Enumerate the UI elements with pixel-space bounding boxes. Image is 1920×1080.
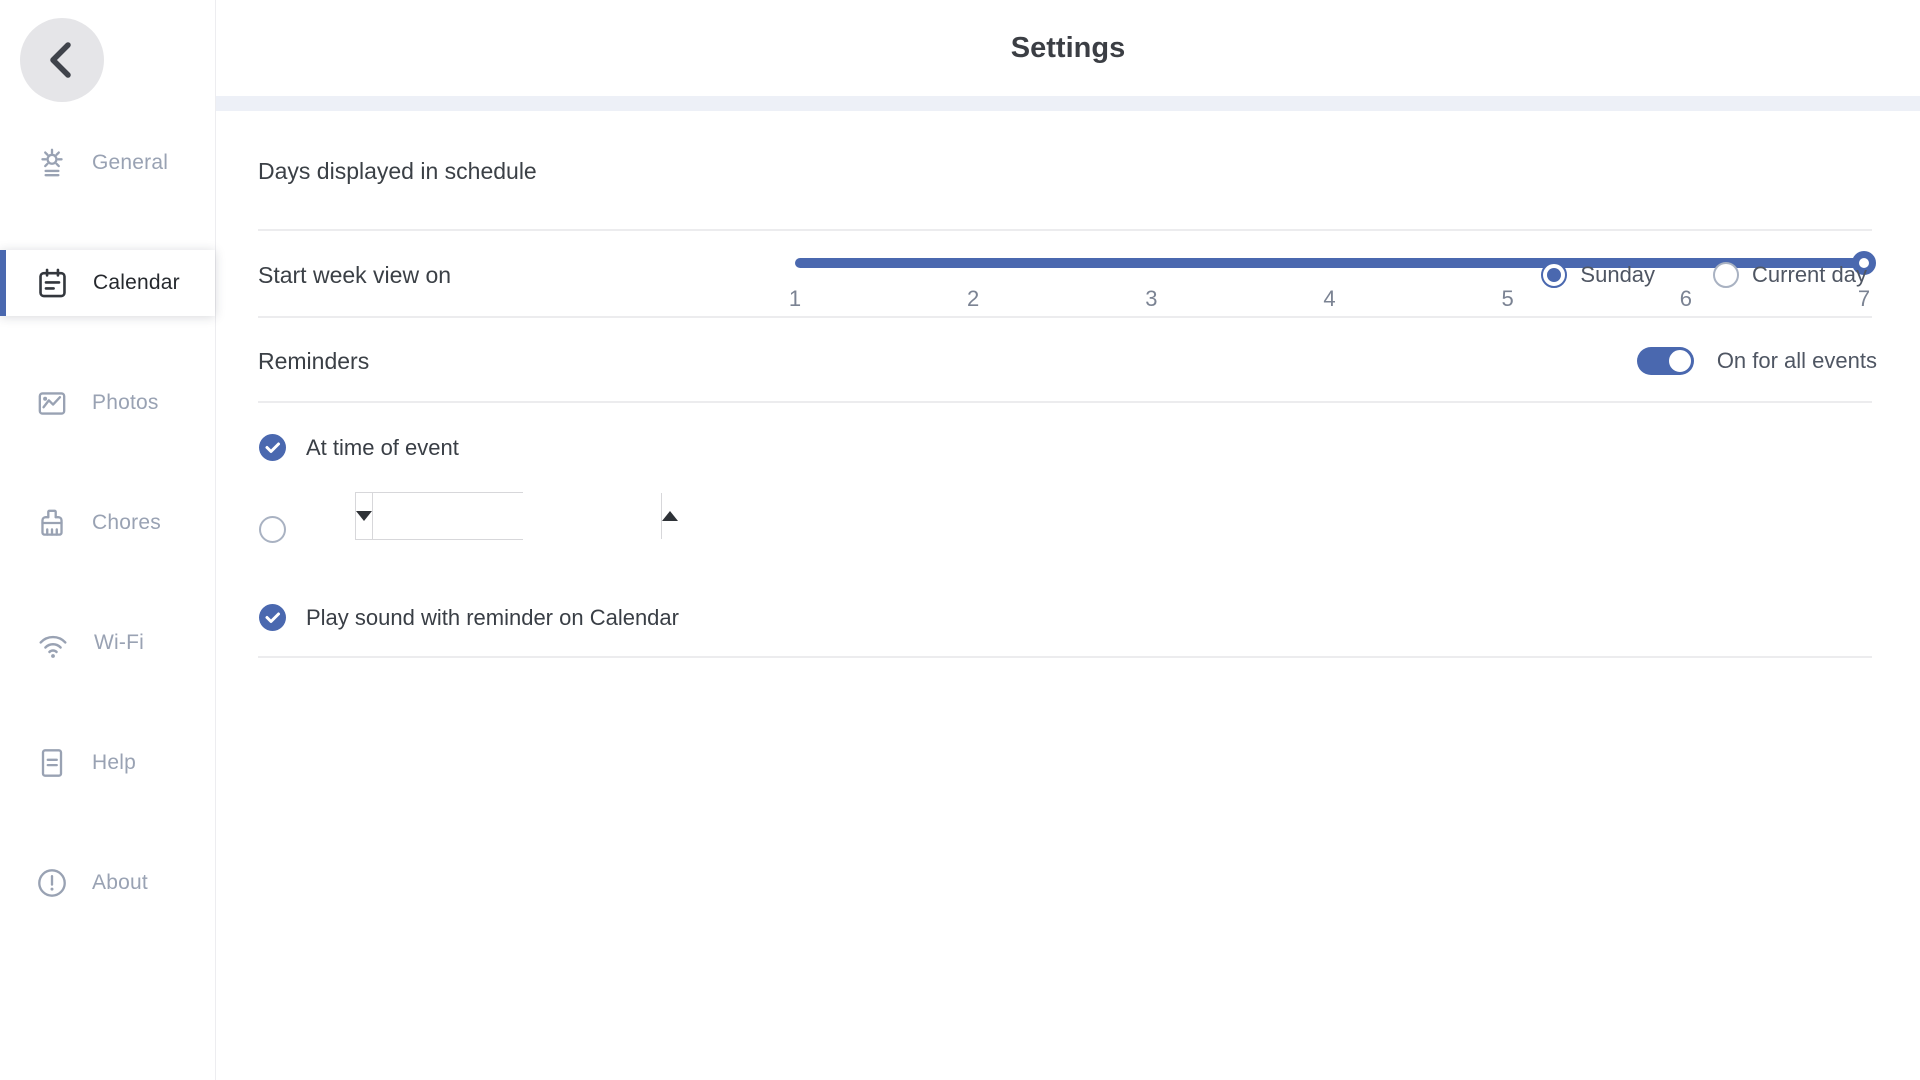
sidebar-item-label: General: [92, 151, 169, 174]
reminders-toggle-label: On for all events: [1716, 347, 1877, 373]
minutes-input[interactable]: [373, 493, 661, 539]
radio-current-day[interactable]: [1713, 261, 1740, 288]
toggle-knob: [1666, 347, 1693, 374]
sidebar-item-label: Photos: [92, 391, 159, 414]
sidebar-item-calendar[interactable]: Calendar: [0, 223, 215, 343]
slider-tick: 5: [1501, 286, 1514, 311]
option-minutes-before: minutes before: [259, 492, 678, 543]
sidebar-item-label: Chores: [92, 511, 161, 534]
sidebar-item-general[interactable]: General: [0, 103, 215, 223]
reminder-options-section: At time of event minutes before: [216, 403, 1920, 657]
days-displayed-label: Days displayed in schedule: [258, 158, 537, 184]
week-start-label: Start week view on: [258, 262, 452, 288]
reminders-row: Reminders On for all events: [216, 318, 1920, 403]
sidebar-item-wifi[interactable]: Wi-Fi: [0, 583, 215, 703]
days-slider[interactable]: 1 2 3 4 5 6 7: [789, 246, 1876, 336]
header-shadow-band: [216, 96, 1920, 111]
sidebar-item-help[interactable]: Help: [0, 703, 215, 823]
week-start-options: Sunday Current day: [1541, 231, 1867, 318]
row-divider: [258, 229, 1872, 231]
calendar-icon: [34, 265, 71, 302]
photos-icon: [34, 385, 70, 421]
radio-current-day-label: Current day: [1752, 261, 1867, 287]
back-button[interactable]: [20, 18, 104, 102]
minutes-stepper: [355, 492, 678, 540]
stepper-decrement-button[interactable]: [356, 493, 373, 539]
slider-tick: 4: [1323, 286, 1336, 311]
wifi-icon: [34, 624, 72, 662]
sidebar-item-label: Help: [92, 751, 136, 774]
option-play-sound[interactable]: Play sound with reminder on Calendar: [259, 604, 679, 631]
active-item-card: [0, 250, 215, 316]
reminders-label: Reminders: [258, 348, 370, 374]
option-at-time-of-event[interactable]: At time of event: [259, 434, 459, 461]
caret-down-icon: [356, 511, 372, 521]
radio-sunday[interactable]: [1541, 261, 1568, 288]
page-title: Settings: [1010, 31, 1126, 64]
chevron-left-icon: [39, 37, 85, 83]
slider-ticks: 1 2 3 4 5 6 7: [789, 286, 1870, 316]
slider-tick: 7: [1857, 286, 1871, 311]
gear-icon: [34, 145, 70, 181]
days-displayed-row: Days displayed in schedule 1 2 3 4 5 6 7: [216, 111, 1920, 311]
sidebar-item-label: About: [92, 871, 148, 894]
radio-option-sunday[interactable]: Sunday: [1541, 261, 1656, 288]
settings-main-panel: Settings Days displayed in schedule 1 2 …: [216, 0, 1920, 1080]
slider-knob[interactable]: [1852, 251, 1876, 275]
slider-tick: 2: [967, 286, 980, 311]
sidebar-item-label: Calendar: [93, 271, 180, 294]
settings-header: Settings: [216, 0, 1920, 96]
slider-tick: 6: [1679, 286, 1692, 311]
help-icon: [34, 745, 70, 781]
checkbox-play-sound[interactable]: [259, 604, 286, 631]
row-divider: [258, 401, 1872, 403]
broom-icon: [34, 505, 70, 541]
sidebar-item-label: Wi-Fi: [94, 631, 144, 654]
at-time-of-event-label: At time of event: [306, 434, 459, 460]
sidebar-item-about[interactable]: About: [0, 823, 215, 943]
radio-option-current-day[interactable]: Current day: [1713, 261, 1867, 288]
checkbox-at-time-of-event[interactable]: [259, 434, 286, 461]
check-icon: [265, 442, 280, 453]
row-divider: [258, 316, 1872, 318]
reminders-toggle-group: On for all events: [1636, 318, 1877, 403]
radio-sunday-label: Sunday: [1580, 261, 1656, 287]
slider-tick: 3: [1145, 286, 1158, 311]
play-sound-label: Play sound with reminder on Calendar: [306, 604, 679, 630]
caret-up-icon: [662, 511, 678, 521]
active-item-indicator: [0, 250, 6, 316]
sidebar-item-chores[interactable]: Chores: [0, 463, 215, 583]
slider-track[interactable]: [795, 258, 1864, 268]
sidebar-nav: General Calendar: [0, 103, 215, 943]
reminders-toggle[interactable]: [1636, 346, 1694, 375]
settings-sidebar: General Calendar: [0, 0, 216, 1080]
checkbox-minutes-before[interactable]: [259, 516, 286, 543]
week-start-row: Start week view on Sunday Current day: [216, 231, 1920, 318]
about-icon: [34, 865, 70, 901]
row-divider: [258, 656, 1872, 658]
check-icon: [265, 612, 280, 623]
stepper-increment-button[interactable]: [661, 493, 678, 539]
sidebar-item-photos[interactable]: Photos: [0, 343, 215, 463]
slider-tick: 1: [788, 286, 802, 311]
